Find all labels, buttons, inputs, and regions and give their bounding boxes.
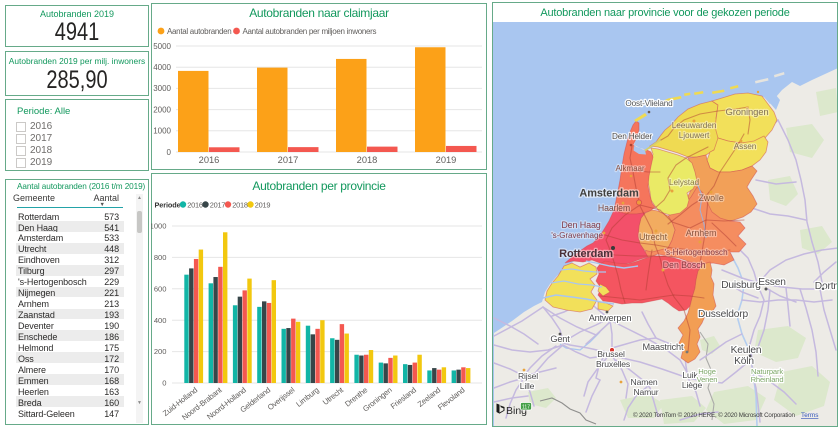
svg-text:Utrecht: Utrecht	[321, 385, 346, 407]
svg-text:•: •	[821, 284, 824, 295]
svg-text:2019: 2019	[255, 201, 271, 210]
svg-text:Luik: Luik	[682, 370, 698, 380]
svg-text:117: 117	[522, 405, 530, 411]
svg-text:2017: 2017	[278, 155, 299, 165]
svg-text:2018: 2018	[357, 155, 378, 165]
svg-text:2000: 2000	[153, 105, 171, 114]
svg-text:2016: 2016	[199, 155, 220, 165]
svg-text:'s-Hertogenbosch: 's-Hertogenbosch	[665, 247, 728, 257]
svg-text:Utrecht: Utrecht	[639, 232, 668, 242]
svg-text:Rijsel: Rijsel	[518, 371, 538, 381]
svg-text:Autobranden per provincie: Autobranden per provincie	[252, 179, 386, 193]
svg-text:© 2020 TomTom © 2020 HERE, © 2: © 2020 TomTom © 2020 HERE, © 2020 Micros…	[633, 412, 796, 419]
svg-text:3000: 3000	[153, 84, 171, 93]
svg-text:400: 400	[154, 316, 167, 325]
svg-text:Keulen: Keulen	[731, 345, 762, 356]
svg-text:800: 800	[154, 253, 167, 262]
svg-text:0: 0	[167, 148, 172, 157]
svg-text:Den Helder: Den Helder	[612, 132, 652, 141]
svg-text:Zwolle: Zwolle	[698, 193, 723, 203]
svg-text:Gent: Gent	[550, 334, 570, 344]
svg-text:Namur: Namur	[633, 387, 658, 397]
svg-text:5000: 5000	[153, 42, 171, 51]
svg-text:Autobranden naar claimjaar: Autobranden naar claimjaar	[249, 6, 389, 20]
svg-text:Rheinland: Rheinland	[751, 375, 784, 384]
svg-text:2019: 2019	[436, 155, 457, 165]
svg-text:Lille: Lille	[520, 381, 535, 391]
svg-text:Periode: Periode	[155, 201, 181, 210]
svg-text:Den Bosch: Den Bosch	[663, 260, 706, 270]
svg-text:2016: 2016	[187, 201, 203, 210]
svg-text:Friesland: Friesland	[389, 385, 418, 410]
svg-text:Lelystad: Lelystad	[669, 177, 699, 187]
svg-text:Aantal autobranden: Aantal autobranden	[167, 27, 231, 36]
svg-text:Essen: Essen	[758, 277, 786, 288]
svg-text:1000: 1000	[153, 127, 171, 136]
svg-text:Maastricht: Maastricht	[643, 342, 684, 352]
svg-text:Hoge: Hoge	[698, 367, 716, 376]
svg-text:0: 0	[162, 379, 166, 388]
svg-text:Leeuwarden: Leeuwarden	[672, 120, 717, 130]
svg-text:Bruxelles: Bruxelles	[596, 359, 630, 369]
svg-text:Aantal autobranden per miljoen: Aantal autobranden per miljoen inwoners	[243, 27, 377, 36]
svg-text:Groningen: Groningen	[725, 107, 768, 118]
svg-text:Overijssel: Overijssel	[266, 385, 297, 412]
svg-text:600: 600	[154, 284, 167, 293]
svg-text:Autobranden naar provincie voo: Autobranden naar provincie voor de gekoz…	[540, 7, 789, 19]
svg-text:Venen: Venen	[697, 375, 718, 384]
svg-text:2018: 2018	[232, 201, 248, 210]
svg-text:1000: 1000	[151, 222, 167, 231]
svg-text:Namen: Namen	[631, 377, 658, 387]
svg-text:Dusseldorp: Dusseldorp	[698, 309, 749, 320]
svg-text:Köln: Köln	[734, 356, 754, 367]
svg-text:'s-Gravenhage: 's-Gravenhage	[551, 231, 603, 240]
svg-text:Antwerpen: Antwerpen	[589, 313, 632, 323]
svg-text:Den Haag: Den Haag	[561, 220, 600, 230]
svg-text:Terms: Terms	[801, 412, 818, 419]
svg-text:Dortmu: Dortmu	[815, 281, 837, 292]
svg-text:Arnhem: Arnhem	[686, 228, 717, 238]
svg-text:Alkmaar: Alkmaar	[616, 164, 645, 173]
svg-text:Rotterdam: Rotterdam	[559, 248, 613, 260]
svg-text:Limburg: Limburg	[294, 385, 320, 408]
svg-text:Duisburg: Duisburg	[721, 280, 761, 291]
svg-text:Haarlem: Haarlem	[598, 203, 630, 213]
svg-text:Flevoland: Flevoland	[436, 385, 466, 412]
svg-text:Liège: Liège	[682, 380, 703, 390]
svg-text:200: 200	[154, 347, 167, 356]
svg-text:Oost-Vlieland: Oost-Vlieland	[625, 99, 673, 108]
svg-text:Naturpark: Naturpark	[751, 367, 783, 376]
svg-text:2017: 2017	[210, 201, 226, 210]
svg-text:4000: 4000	[153, 63, 171, 72]
svg-text:Amsterdam: Amsterdam	[579, 188, 639, 200]
svg-text:Ljouwert: Ljouwert	[679, 130, 710, 140]
svg-text:Assen: Assen	[734, 141, 757, 151]
svg-text:Brussel: Brussel	[597, 349, 625, 359]
